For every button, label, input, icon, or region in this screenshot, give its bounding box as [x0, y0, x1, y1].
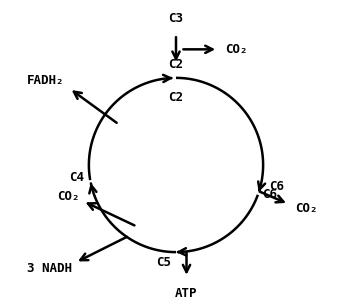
Text: C2: C2 [169, 58, 183, 71]
Text: C3: C3 [169, 12, 183, 25]
Text: CO₂: CO₂ [57, 190, 80, 203]
Text: CO₂: CO₂ [226, 43, 248, 56]
Text: 3 NADH: 3 NADH [27, 262, 73, 275]
Text: C5: C5 [157, 256, 171, 269]
Text: ATP: ATP [175, 287, 198, 300]
Text: C4: C4 [69, 171, 84, 184]
Text: C2: C2 [169, 91, 183, 104]
Text: CO₂: CO₂ [295, 202, 317, 215]
Text: FADH₂: FADH₂ [27, 74, 65, 88]
Text: C6: C6 [262, 188, 277, 201]
Text: C6: C6 [269, 180, 284, 192]
